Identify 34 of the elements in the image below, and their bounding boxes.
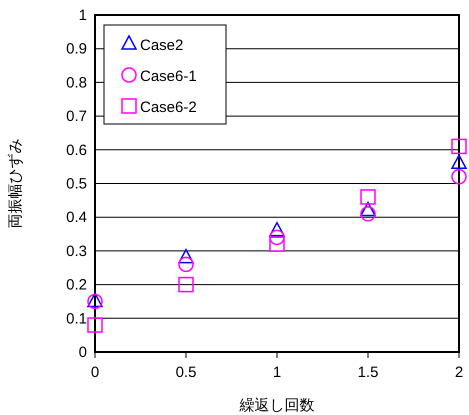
legend-label: Case2 bbox=[140, 37, 184, 54]
y-tick-label: 0.2 bbox=[66, 276, 87, 294]
point bbox=[269, 236, 285, 252]
y-tick-label: 0.6 bbox=[66, 142, 87, 159]
x-tick-label: 1 bbox=[272, 364, 282, 381]
x-tick-label: 0 bbox=[90, 364, 100, 381]
point bbox=[178, 248, 194, 264]
x-tick-label: 1.5 bbox=[358, 364, 378, 381]
point bbox=[451, 138, 467, 154]
legend-label: Case6-2 bbox=[140, 99, 197, 116]
x-tick-label: 0.5 bbox=[176, 364, 196, 381]
x-axis-title: 繰返し回数 bbox=[238, 397, 314, 414]
y-tick-label: 0.8 bbox=[66, 74, 87, 92]
y-tick-label: 0.7 bbox=[66, 108, 87, 126]
y-tick-label: 0.5 bbox=[66, 176, 87, 192]
y-tick-label: 1 bbox=[78, 7, 87, 24]
point bbox=[451, 169, 467, 185]
point bbox=[360, 206, 376, 222]
y-tick-label: 0.1 bbox=[66, 310, 87, 328]
legend-label: Case6-1 bbox=[140, 68, 197, 85]
y-tick-label: 0 bbox=[78, 344, 87, 361]
y-tick-label: 0.4 bbox=[66, 209, 87, 226]
x-tick-label: 2 bbox=[454, 364, 464, 381]
point bbox=[269, 222, 285, 236]
point bbox=[451, 154, 467, 170]
point bbox=[178, 256, 194, 272]
point bbox=[360, 189, 376, 205]
point bbox=[87, 317, 103, 333]
point bbox=[178, 276, 194, 292]
point bbox=[269, 230, 285, 246]
y-axis-title: 両振幅ひずみ bbox=[7, 138, 24, 228]
y-tick-label: 0.3 bbox=[66, 242, 87, 260]
y-tick-label: 0.9 bbox=[66, 40, 87, 58]
point bbox=[360, 202, 376, 216]
